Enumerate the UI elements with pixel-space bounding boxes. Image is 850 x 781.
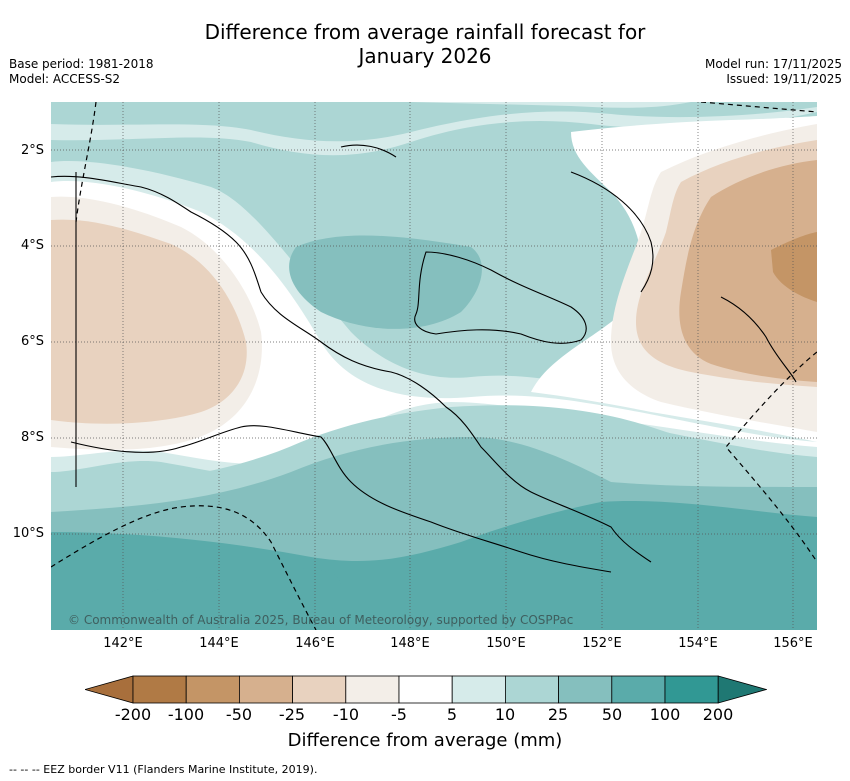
colorbar-tick-minus10: -10: [332, 705, 360, 724]
lat-label-10s: 10°S: [12, 526, 44, 541]
base-period-text: Base period: 1981-2018: [9, 57, 154, 71]
colorbar-segment: [345, 675, 400, 704]
bougainville-outline: [720, 296, 797, 383]
colorbar: [85, 675, 767, 704]
colorbar-tick-50: 50: [601, 705, 623, 724]
contour-minus25-minus10-west: [51, 219, 247, 424]
colorbar-tick-200: 200: [702, 705, 734, 724]
colorbar-arrow-high: [717, 675, 767, 704]
colorbar-tick-minus200: -200: [114, 705, 152, 724]
lat-label-6s: 6°S: [20, 334, 44, 349]
colorbar-segment: [504, 675, 559, 704]
lon-label-150e: 150°E: [486, 636, 526, 651]
lon-label-146e: 146°E: [295, 636, 335, 651]
contour-50-100-south-west: [151, 568, 342, 624]
new-britain-outline: [414, 251, 587, 344]
lon-label-152e: 152°E: [582, 636, 622, 651]
issued-text: Issued: 19/11/2025: [726, 72, 842, 86]
base-period-info: Base period: 1981-2018 Model: ACCESS-S2: [9, 57, 154, 87]
eez-border-north-west: [75, 102, 97, 223]
contour-minus100-minus50-east: [771, 232, 817, 302]
rainfall-anomaly-map[interactable]: [51, 102, 817, 630]
eez-border-south: [51, 505, 317, 630]
copyright-notice: © Commonwealth of Australia 2025, Bureau…: [68, 613, 574, 627]
eez-border-east: [725, 351, 817, 563]
colorbar-arrow-low: [85, 675, 134, 704]
colorbar-tick-minus50: -50: [225, 705, 253, 724]
grid-lines: [51, 102, 817, 630]
colorbar-segment: [238, 675, 293, 704]
contour-10-25-north: [51, 102, 817, 142]
colorbar-tick-25: 25: [547, 705, 569, 724]
lon-label-142e: 142°E: [103, 636, 143, 651]
eez-border: [51, 102, 817, 630]
colorbar-tick-minus25: -25: [278, 705, 306, 724]
model-run-info: Model run: 17/11/2025 Issued: 19/11/2025: [705, 57, 842, 87]
colorbar-segment: [132, 675, 187, 704]
contour-minus50-minus25-east: [679, 160, 817, 382]
map-title: Difference from average rainfall forecas…: [0, 20, 850, 68]
title-line-1: Difference from average rainfall forecas…: [204, 20, 646, 44]
coastlines: [51, 144, 797, 573]
lon-label-148e: 148°E: [390, 636, 430, 651]
colorbar-title: Difference from average (mm): [287, 730, 563, 751]
title-line-2: January 2026: [358, 44, 492, 68]
colorbar-segment: [451, 675, 506, 704]
lon-label-154e: 154°E: [678, 636, 718, 651]
colorbar-segments: [85, 675, 767, 704]
eez-border-note: -- -- -- EEZ border V11 (Flanders Marine…: [9, 763, 318, 776]
lat-label-4s: 4°S: [20, 238, 44, 253]
colorbar-tick-10: 10: [494, 705, 516, 724]
colorbar-tick-100: 100: [649, 705, 681, 724]
new-ireland-outline: [570, 171, 654, 293]
colorbar-tick-minus5: -5: [391, 705, 407, 724]
eez-border-north: [700, 102, 817, 113]
model-text: Model: ACCESS-S2: [9, 72, 121, 86]
contour-25-50-central: [289, 235, 482, 329]
model-run-text: Model run: 17/11/2025: [704, 57, 842, 71]
lon-label-156e: 156°E: [773, 636, 813, 651]
manus-outline: [340, 144, 397, 158]
colorbar-segment: [185, 675, 240, 704]
lat-label-8s: 8°S: [20, 430, 44, 445]
new-guinea-south-coast: [70, 425, 612, 573]
colorbar-segment: [664, 675, 719, 704]
contour-5-10-north-strip: [411, 102, 817, 108]
lat-label-2s: 2°S: [20, 143, 44, 158]
colorbar-segment: [558, 675, 613, 704]
colorbar-tick-minus100: -100: [167, 705, 205, 724]
new-guinea-north-coast: [51, 175, 652, 563]
colorbar-segment: [292, 675, 347, 704]
colorbar-segment: [611, 675, 666, 704]
lon-label-144e: 144°E: [199, 636, 239, 651]
colorbar-tick-5: 5: [446, 705, 458, 724]
colorbar-segment: [398, 675, 453, 704]
